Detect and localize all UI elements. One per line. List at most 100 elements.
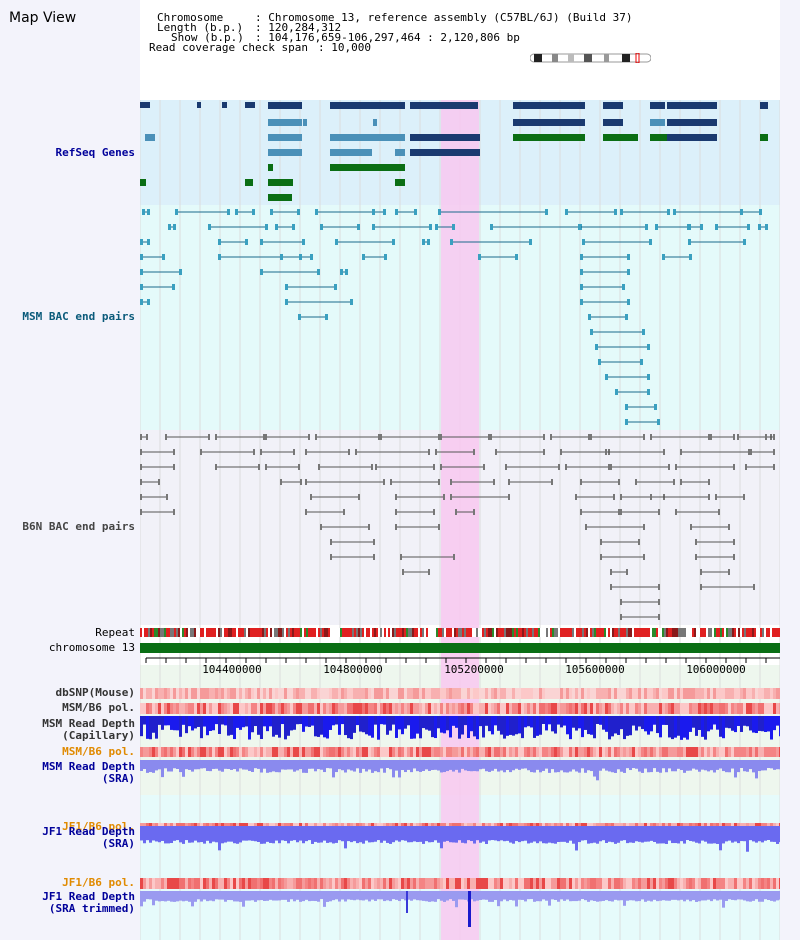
label-chromosome[interactable]: chromosome 13 — [48, 641, 135, 654]
depth-bar — [539, 826, 542, 842]
depth-bar — [158, 826, 161, 843]
label-repeat[interactable]: Repeat — [95, 626, 135, 639]
depth-bar — [617, 826, 620, 843]
pol-cell — [149, 703, 152, 714]
pol-cell — [371, 703, 374, 714]
depth-bar — [656, 891, 659, 902]
bac-end — [168, 224, 171, 230]
label-dbsnp[interactable]: dbSNP(Mouse) — [55, 686, 135, 699]
depth-bar — [704, 760, 707, 771]
label-msm-bac[interactable]: MSM BAC end pairs — [22, 310, 135, 323]
bac-end — [265, 224, 268, 230]
depth-bar — [266, 760, 269, 773]
repeat-element — [648, 628, 650, 637]
label-msm-depth-capillary[interactable]: MSM Read Depth (Capillary) — [42, 717, 135, 742]
depth-bar — [425, 760, 428, 770]
pol-cell — [320, 878, 323, 889]
repeat-element — [490, 628, 492, 637]
label-b6n-bac[interactable]: B6N BAC end pairs — [22, 520, 135, 533]
pol-cell — [311, 878, 314, 889]
depth-bar — [407, 760, 410, 770]
label-jf1-depth-sra[interactable]: JF1 Read Depth (SRA) — [42, 825, 135, 850]
repeat-element — [622, 628, 624, 637]
pol-cell — [431, 703, 434, 714]
pol-cell — [350, 878, 353, 889]
depth-bar — [635, 826, 638, 842]
gene-feature — [603, 119, 623, 126]
depth-bar — [671, 716, 674, 740]
pol-cell — [161, 747, 164, 757]
label-jf1-b6-pol-1[interactable]: JF1/B6 pol. — [62, 820, 135, 833]
pol-cell — [707, 703, 710, 714]
depth-bar — [500, 716, 503, 735]
pol-cell — [233, 878, 236, 889]
bac-end — [395, 209, 398, 215]
dbsnp-cell — [581, 688, 584, 699]
pol-cell — [677, 878, 680, 889]
dbsnp-cell — [464, 688, 467, 699]
repeat-element — [350, 628, 352, 637]
pol-cell — [719, 703, 722, 714]
label-jf1-depth-trimmed[interactable]: JF1 Read Depth (SRA trimmed) — [42, 890, 135, 915]
dbsnp-cell — [575, 688, 578, 699]
depth-bar — [674, 716, 677, 738]
bac-end — [395, 494, 397, 500]
depth-bar — [674, 826, 677, 844]
depth-bar — [179, 716, 182, 737]
repeat-element — [148, 628, 150, 637]
depth-bar — [278, 826, 281, 844]
depth-bar — [569, 891, 572, 902]
pol-cell — [494, 747, 497, 757]
label-refseq-genes[interactable]: RefSeq Genes — [55, 146, 135, 159]
depth-bar — [311, 891, 314, 901]
label-msm-b6-pol-1[interactable]: MSM/B6 pol. — [62, 701, 135, 714]
pol-cell — [497, 747, 500, 757]
depth-bar — [737, 826, 740, 844]
pol-cell — [422, 703, 425, 714]
depth-bar — [356, 826, 359, 844]
bac-end — [647, 389, 650, 395]
depth-bar — [668, 891, 671, 901]
pol-cell — [506, 747, 509, 757]
dbsnp-cell — [338, 688, 341, 699]
label-msm-b6-pol-2[interactable]: MSM/B6 pol. — [62, 745, 135, 758]
label-msm-depth-sra[interactable]: MSM Read Depth (SRA) — [42, 760, 135, 785]
label-jf1-b6-pol-2[interactable]: JF1/B6 pol. — [62, 876, 135, 889]
repeat-element — [196, 628, 198, 637]
repeat-element — [482, 628, 484, 637]
depth-bar — [263, 760, 266, 769]
pol-cell — [419, 878, 422, 889]
repeat-element — [304, 628, 306, 637]
depth-bar — [368, 826, 371, 843]
depth-bar — [206, 891, 209, 902]
repeat-element — [476, 628, 478, 637]
depth-bar — [314, 760, 317, 772]
pol-cell — [581, 878, 584, 889]
depth-bar — [650, 826, 653, 841]
depth-bar — [368, 891, 371, 902]
depth-bar — [248, 760, 251, 771]
pol-cell — [368, 703, 371, 714]
gene-feature — [140, 179, 146, 186]
depth-bar — [698, 891, 701, 902]
depth-bar — [470, 826, 473, 842]
gene-feature — [603, 102, 623, 109]
dbsnp-cell — [629, 688, 632, 699]
repeat-element — [774, 628, 776, 637]
depth-bar — [602, 760, 605, 769]
depth-bar — [476, 760, 479, 772]
depth-bar — [272, 716, 275, 737]
genome-browser-plot[interactable]: 104400000 104800000 105200000 105600000 1060… — [140, 100, 780, 940]
pol-cell — [326, 878, 329, 889]
repeat-element — [146, 628, 148, 637]
depth-bar — [197, 826, 200, 843]
depth-bar — [647, 826, 650, 842]
repeat-element — [544, 628, 546, 637]
depth-bar — [779, 760, 780, 770]
dbsnp-cell — [593, 688, 596, 699]
chromosome-ideogram[interactable] — [530, 53, 651, 63]
depth-bar — [518, 891, 521, 900]
depth-bar — [380, 891, 383, 900]
pol-cell — [620, 703, 623, 714]
depth-bar — [455, 891, 458, 908]
